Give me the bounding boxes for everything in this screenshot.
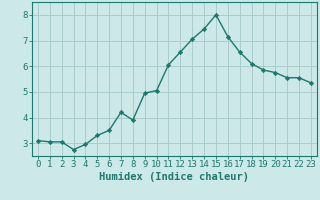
X-axis label: Humidex (Indice chaleur): Humidex (Indice chaleur) <box>100 172 249 182</box>
